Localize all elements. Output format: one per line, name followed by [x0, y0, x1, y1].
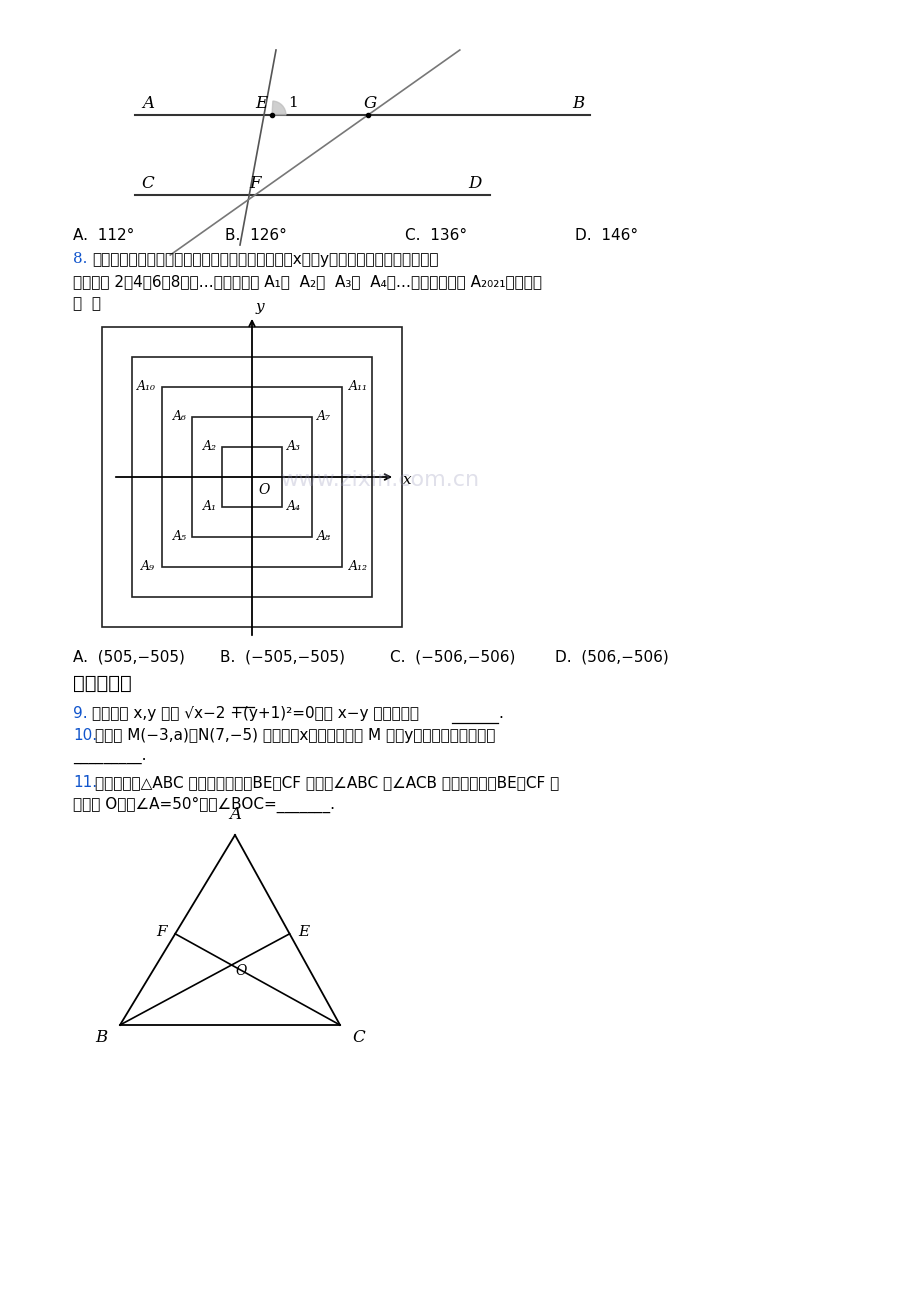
Text: A₂: A₂	[203, 440, 217, 453]
Text: D: D	[468, 174, 482, 191]
Wedge shape	[272, 102, 286, 115]
Text: 如图，已知△ABC 是锐角三角形，BE、CF 分别为∠ABC 与∠ACB 的角平分线，BE、CF 相: 如图，已知△ABC 是锐角三角形，BE、CF 分别为∠ABC 与∠ACB 的角平…	[95, 775, 559, 790]
Text: 11.: 11.	[73, 775, 97, 790]
Text: A.  112°: A. 112°	[73, 228, 134, 243]
Text: O: O	[257, 483, 269, 497]
Text: A₈: A₈	[317, 530, 331, 543]
Text: D.  146°: D. 146°	[574, 228, 638, 243]
Text: A₁₀: A₁₀	[136, 380, 155, 393]
Text: （  ）: （ ）	[73, 296, 101, 311]
Text: x: x	[403, 473, 411, 487]
Text: 1: 1	[288, 96, 298, 109]
Text: C.  (−506,−506): C. (−506,−506)	[390, 650, 515, 665]
Text: A₁₁: A₁₁	[348, 380, 367, 393]
Text: B: B	[96, 1029, 108, 1046]
Text: E: E	[255, 95, 267, 112]
Text: A₃: A₃	[287, 440, 301, 453]
Text: 10.: 10.	[73, 728, 97, 743]
Text: F: F	[249, 174, 260, 191]
Text: O: O	[235, 963, 247, 978]
Text: E: E	[298, 924, 309, 939]
Text: A: A	[142, 95, 153, 112]
Text: C: C	[142, 174, 154, 191]
Text: A₅: A₅	[173, 530, 187, 543]
Text: A.  (505,−505): A. (505,−505)	[73, 650, 185, 665]
Text: .: .	[497, 706, 503, 721]
Text: B: B	[572, 95, 584, 112]
Text: 已知实数 x,y 满足 √x−2 +(y+1)²=0，则 x−y 的立方根是: 已知实数 x,y 满足 √x−2 +(y+1)²=0，则 x−y 的立方根是	[92, 706, 418, 721]
Text: B.  126°: B. 126°	[225, 228, 287, 243]
Bar	[221, 447, 282, 506]
Text: _________.: _________.	[73, 750, 146, 766]
Text: D.  (506,−506): D. (506,−506)	[554, 650, 668, 665]
Text: A₆: A₆	[173, 410, 187, 423]
Text: C: C	[352, 1029, 364, 1046]
Text: 二、填空题: 二、填空题	[73, 674, 131, 693]
Text: A₉: A₉	[141, 560, 154, 573]
Text: A₄: A₄	[287, 500, 301, 513]
Text: 8.: 8.	[73, 253, 87, 266]
Text: A₇: A₇	[317, 410, 331, 423]
Text: G: G	[363, 95, 376, 112]
Text: 若过点 M(−3,a)、N(7,−5) 的直线与x轴平行，则点 M 关于y轴的对称点的坐标是: 若过点 M(−3,a)、N(7,−5) 的直线与x轴平行，则点 M 关于y轴的对…	[95, 728, 494, 743]
Text: y: y	[255, 299, 265, 314]
Text: 交于点 O，若∠A=50°，则∠BOC=_______.: 交于点 O，若∠A=50°，则∠BOC=_______.	[73, 797, 335, 814]
Text: www.zixin.com.cn: www.zixin.com.cn	[280, 470, 479, 490]
Bar	[192, 417, 312, 536]
Text: A₁: A₁	[203, 500, 217, 513]
Bar	[162, 387, 342, 566]
Bar	[102, 327, 402, 628]
Bar	[131, 357, 371, 598]
Text: B.  (−505,−505): B. (−505,−505)	[220, 650, 345, 665]
Text: A₁₂: A₁₂	[348, 560, 367, 573]
Text: 边长依次 2，4，6，8，，…顶点依次用 A₁，  A₂，  A₃，  A₄，…表示，则顶点 A₂₀₂₁的坐标是: 边长依次 2，4，6，8，，…顶点依次用 A₁， A₂， A₃， A₄，…表示，…	[73, 273, 541, 289]
Text: F: F	[155, 924, 166, 939]
Text: C.  136°: C. 136°	[404, 228, 467, 243]
Text: A: A	[229, 806, 241, 823]
Text: 9.: 9.	[73, 706, 87, 721]
Text: 如图，所有正方形的中心均在坐标原点，且各边与x轴或y轴平行，从内到外，它们的: 如图，所有正方形的中心均在坐标原点，且各边与x轴或y轴平行，从内到外，它们的	[92, 253, 438, 267]
